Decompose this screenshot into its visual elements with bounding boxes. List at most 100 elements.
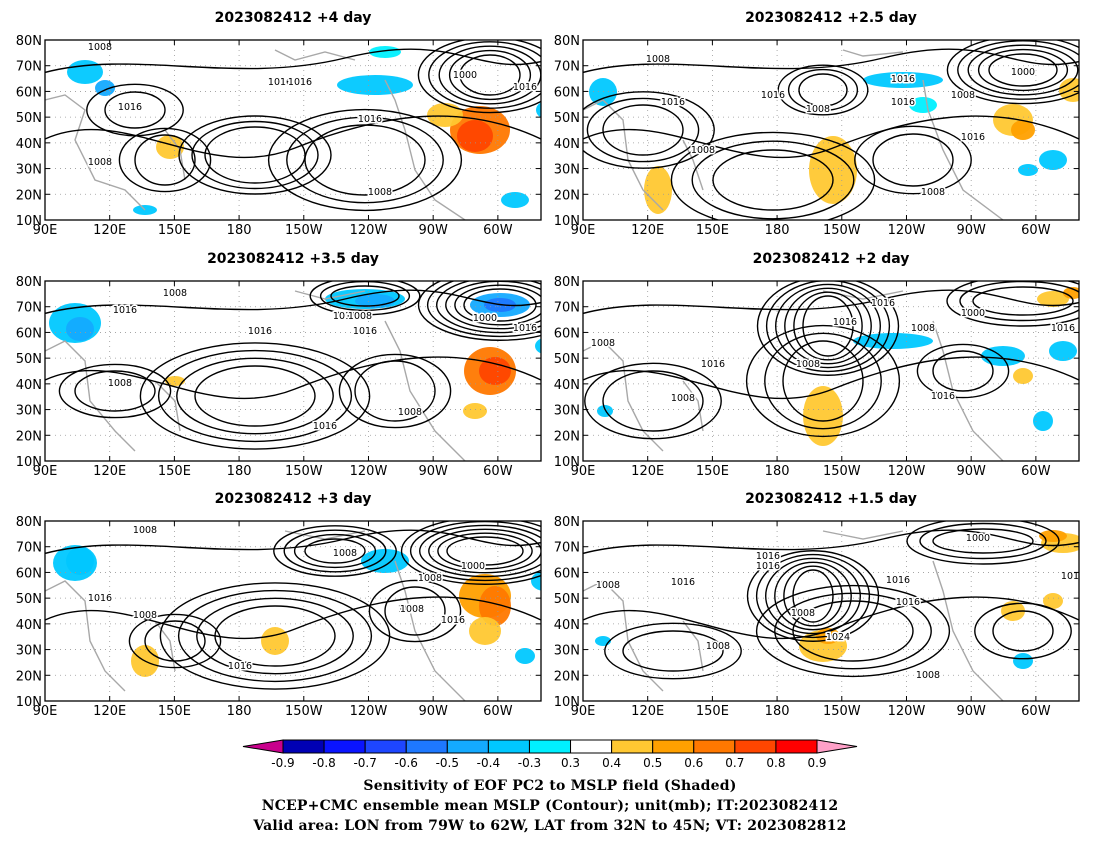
sensitivity-shade [644,166,672,214]
isobar-label: 1008 [791,608,815,619]
map-panel-0: 2023082412 +4 day10081016101610161008100… [16,10,542,238]
lon-tick-label: 150W [285,464,323,479]
colorbar-box [446,739,489,754]
isobar-contour [459,54,521,96]
isobar-label: 1008 [108,378,132,389]
isobar-contour [583,529,1079,555]
isobar-label: 1016 [248,326,272,337]
isobar-contour [622,630,724,672]
sensitivity-shade [1011,120,1035,140]
coastline [384,79,466,220]
isobar-contour [45,289,541,315]
isobar-contour [774,592,932,670]
isobar-label: 1016 [398,604,422,615]
isobar-contour [774,283,881,369]
sensitivity-shade [1033,411,1053,431]
lon-tick-label: 150E [696,704,729,719]
sensitivity-shade [803,386,843,446]
isobar-contour [417,281,541,341]
coastline [922,79,1004,220]
sensitivity-shade [1049,341,1077,361]
isobar-contour [417,40,541,114]
isobar-label: 1000 [961,308,985,319]
lat-tick-label: 50N [16,592,42,607]
isobar-label: 1008 [398,407,422,418]
panel-frame [44,39,542,221]
isobar-contour [755,584,951,678]
isobar-label: 1008 [88,42,112,53]
isobar-contour [45,596,541,640]
lon-tick-label: 120W [350,704,388,719]
isobar-contour [764,332,882,430]
sensitivity-shade [909,97,937,113]
colorbar-box [734,739,777,754]
caption-line-2: NCEP+CMC ensemble mean MSLP (Contour); u… [261,798,839,814]
lon-tick-label: 150W [823,464,861,479]
isobar-contour [792,600,914,662]
colorbar-tick-label: 0.3 [561,756,580,770]
isobar-contour [906,521,1060,565]
isobar-contour [854,125,972,195]
isobar-contour [448,49,532,101]
isobar-label: 1008 [348,311,372,322]
isobar-contour [437,532,533,570]
panel-plot-area: 1008 1016 1016 1008 1008 1016 1008 1016 1016 1000… [583,40,1079,220]
coastline [154,380,181,432]
sensitivity-shade [1013,653,1033,669]
isobar-contour [196,597,354,675]
isobar-contour [756,281,900,376]
coastline [294,290,366,300]
isobar-label: 1008 [951,90,975,101]
lon-tick-label: 180 [765,464,790,479]
lon-tick-label: 60W [1021,223,1051,238]
colorbar-box [323,739,366,754]
isobar-contour [670,131,876,220]
lat-tick-label: 10N [16,214,42,229]
panel-plot-area: 1008 101610161016100810241008101610161008… [583,521,1079,701]
isobar-label: 1008 [400,604,424,615]
colorbar-box [652,739,695,754]
lat-tick-label: 70N [554,60,580,75]
coastline [682,380,704,432]
isobar-contour [354,360,436,422]
sensitivity-shade [1037,291,1069,307]
sensitivity-shade [369,46,401,58]
panel-title: 2023082412 +2.5 day [745,10,917,26]
lat-tick-label: 70N [16,301,42,316]
lat-tick-label: 50N [554,592,580,607]
coastline [932,320,1004,461]
sensitivity-shade [261,627,289,655]
isobar-contour [777,64,869,116]
isobar-contour [304,538,366,564]
lon-tick-label: 150E [696,223,729,238]
isobar-contour [45,529,541,555]
isobar-contour [977,48,1069,92]
panel-title: 2023082412 +4 day [215,10,372,26]
lon-tick-label: 150E [696,464,729,479]
lat-tick-label: 60N [554,326,580,341]
panel-title: 2023082412 +1.5 day [745,491,917,507]
sensitivity-shade [1001,601,1025,621]
sensitivity-shade [501,192,529,208]
lon-tick-label: 120W [888,223,926,238]
colorbar-tick-label: -0.4 [477,756,500,770]
lat-tick-label: 20N [16,669,42,684]
isobar-contour [746,550,880,642]
isobar-contour [273,525,397,577]
sensitivity-shade [1018,164,1038,176]
lon-tick-label: 90W [418,464,448,479]
colorbar-tick-label: 0.9 [807,756,826,770]
lon-tick-label: 60W [1021,464,1051,479]
isobar-contour [176,357,334,435]
lat-tick-label: 40N [554,378,580,393]
isobar-label: 1000 [453,70,477,81]
isobar-label: 1024 [826,632,850,643]
lat-tick-label: 80N [554,515,580,530]
isobar-contour [194,365,316,427]
isobar-contour [946,281,1079,327]
coastline [583,340,664,452]
isobar-label: 1008 [133,525,157,536]
isobar-label: 1016 [886,575,910,586]
lat-tick-label: 30N [554,163,580,178]
